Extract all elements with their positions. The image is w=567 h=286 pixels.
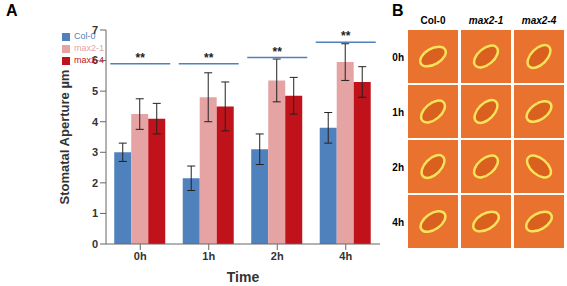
svg-text:max2-4: max2-4 xyxy=(522,15,557,26)
svg-text:**: ** xyxy=(204,51,214,65)
svg-text:0h: 0h xyxy=(134,250,147,262)
svg-text:1h: 1h xyxy=(202,250,215,262)
svg-text:**: ** xyxy=(136,51,146,65)
svg-text:7: 7 xyxy=(92,24,98,36)
svg-text:4h: 4h xyxy=(392,217,404,228)
svg-text:2: 2 xyxy=(92,177,98,189)
svg-text:2h: 2h xyxy=(392,162,404,173)
svg-text:Col-0: Col-0 xyxy=(421,15,446,26)
svg-text:0: 0 xyxy=(92,238,98,250)
svg-text:Time: Time xyxy=(227,269,260,284)
svg-text:max2-1: max2-1 xyxy=(469,15,504,26)
svg-text:**: ** xyxy=(341,29,351,43)
svg-text:B: B xyxy=(392,2,404,19)
svg-text:3: 3 xyxy=(92,146,98,158)
svg-text:2h: 2h xyxy=(271,250,284,262)
svg-text:1h: 1h xyxy=(392,107,404,118)
svg-text:5: 5 xyxy=(92,85,98,97)
svg-text:4h: 4h xyxy=(339,250,352,262)
svg-text:**: ** xyxy=(273,45,283,59)
svg-text:6: 6 xyxy=(92,54,98,66)
svg-text:Stomatal Aperture µm: Stomatal Aperture µm xyxy=(57,70,72,205)
svg-text:1: 1 xyxy=(92,207,98,219)
svg-text:0h: 0h xyxy=(392,52,404,63)
svg-text:4: 4 xyxy=(92,116,99,128)
